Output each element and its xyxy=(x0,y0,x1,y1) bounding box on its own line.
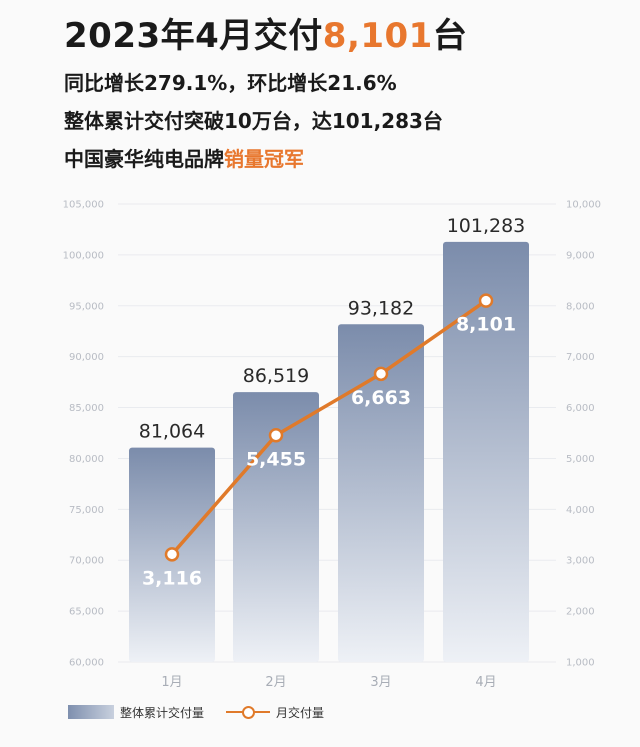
chart-legend: 整体累计交付量 月交付量 xyxy=(68,702,346,722)
y-left-tick-label: 105,000 xyxy=(63,200,104,211)
legend-line-label: 月交付量 xyxy=(276,705,325,720)
x-category-label: 3月 xyxy=(370,675,391,690)
line-value-label: 3,116 xyxy=(142,567,202,589)
title-prefix: 2023年4月交付 xyxy=(64,16,323,56)
subtitle-cumulative: 整体累计交付突破10万台，达101,283台 xyxy=(64,109,443,133)
y-right-tick-label: 1,000 xyxy=(566,658,595,669)
bar-value-label: 81,064 xyxy=(139,421,205,443)
y-right-tick-label: 3,000 xyxy=(566,556,595,567)
title-suffix: 台 xyxy=(432,16,468,56)
y-right-tick-label: 2,000 xyxy=(566,607,595,618)
y-left-tick-label: 85,000 xyxy=(69,403,104,414)
y-left-tick-label: 90,000 xyxy=(69,352,104,363)
line-point xyxy=(268,428,284,443)
y-left-tick-label: 75,000 xyxy=(69,505,104,516)
bar-value-label: 93,182 xyxy=(348,297,414,319)
bar-value-label: 101,283 xyxy=(447,215,526,237)
y-right-tick-label: 9,000 xyxy=(566,250,595,261)
y-left-tick-label: 95,000 xyxy=(69,301,104,312)
line-point xyxy=(164,547,180,562)
y-left-tick-label: 65,000 xyxy=(69,607,104,618)
line-value-label: 6,663 xyxy=(351,387,411,409)
bar xyxy=(443,241,529,662)
bar xyxy=(338,324,424,662)
line-point xyxy=(478,293,494,308)
y-right-tick-label: 6,000 xyxy=(566,403,595,414)
brand-text: 中国豪华纯电品牌 xyxy=(64,147,224,171)
legend-bar-swatch xyxy=(68,705,114,719)
line-value-label: 5,455 xyxy=(246,448,306,470)
y-left-tick-label: 70,000 xyxy=(69,556,104,567)
y-right-tick-label: 7,000 xyxy=(566,352,595,363)
series-line xyxy=(170,299,488,556)
y-left-tick-label: 100,000 xyxy=(63,250,104,261)
subtitle-brand: 中国豪华纯电品牌销量冠军 xyxy=(64,140,620,178)
y-right-tick-label: 10,000 xyxy=(566,200,601,211)
header: 2023年4月交付8,101台 同比增长279.1%，环比增长21.6% 整体累… xyxy=(64,10,620,178)
line-value-label: 8,101 xyxy=(456,314,516,336)
x-category-label: 2月 xyxy=(265,675,286,690)
bar-value-label: 86,519 xyxy=(243,365,309,387)
y-right-tick-label: 8,000 xyxy=(566,301,595,312)
x-category-label: 1月 xyxy=(161,675,182,690)
page-title: 2023年4月交付8,101台 xyxy=(64,10,620,62)
y-left-tick-label: 60,000 xyxy=(69,658,104,669)
title-accent: 8,101 xyxy=(322,16,433,56)
y-right-tick-label: 5,000 xyxy=(566,454,595,465)
legend-bar-label: 整体累计交付量 xyxy=(120,705,205,720)
x-category-label: 4月 xyxy=(475,675,496,690)
brand-accent: 销量冠军 xyxy=(224,147,304,171)
y-left-tick-label: 80,000 xyxy=(69,454,104,465)
subtitle-growth: 同比增长279.1%，环比增长21.6% xyxy=(64,71,397,95)
line-point xyxy=(373,366,389,382)
y-right-tick-label: 4,000 xyxy=(566,505,595,516)
legend-line-swatch xyxy=(226,705,271,719)
